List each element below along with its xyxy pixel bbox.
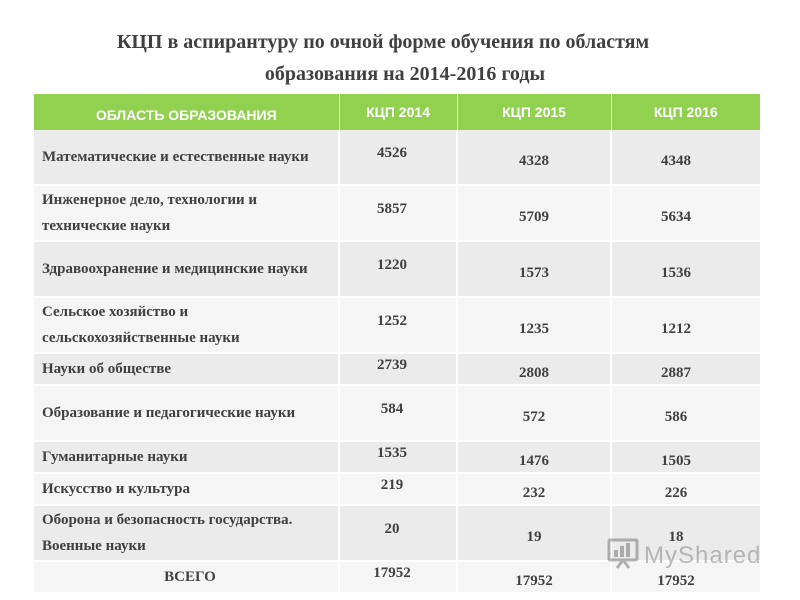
watermark-text: MyShared — [644, 541, 762, 569]
cell-kcp-2015: 1235 — [457, 297, 612, 354]
row-area: Инженерное дело, технологии и технически… — [34, 185, 340, 242]
cell-kcp-2014: 20 — [339, 505, 458, 562]
watermark: MyShared — [606, 536, 761, 575]
table-row: Искусство и культура 219 232 226 — [34, 473, 760, 506]
title-line-2: образования на 2014-2016 годы — [264, 63, 546, 85]
kcp-table: ОБЛАСТЬ ОБРАЗОВАНИЯ КЦП 2014 КЦП 2015 КЦ… — [34, 94, 760, 594]
cell-kcp-2016: 4348 — [611, 130, 760, 186]
table-header-row: ОБЛАСТЬ ОБРАЗОВАНИЯ КЦП 2014 КЦП 2015 КЦ… — [34, 94, 760, 130]
cell-kcp-2014: 1252 — [339, 297, 458, 354]
cell-kcp-2016: 18 — [611, 505, 760, 562]
cell-kcp-2016: 226 — [611, 473, 760, 506]
table-row: Гуманитарные науки 1535 1476 1505 — [34, 441, 760, 474]
table-row: Инженерное дело, технологии и технически… — [34, 185, 760, 242]
table-row: Оборона и безопасность государства. Воен… — [34, 505, 760, 562]
table-row: Здравоохранение и медицинские науки 1220… — [34, 241, 760, 298]
cell-kcp-2015: 232 — [457, 473, 612, 506]
total-kcp-2015: 17952 — [457, 561, 612, 594]
title-line-1: КЦП в аспирантуру по очной форме обучени… — [116, 31, 650, 53]
cell-kcp-2014: 4526 — [339, 130, 458, 186]
page-title: КЦП в аспирантуру по очной форме обучени… — [0, 26, 800, 90]
row-area: Сельское хозяйство и сельскохозяйственны… — [34, 297, 340, 354]
cell-kcp-2015: 2808 — [457, 353, 612, 386]
row-area: Здравоохранение и медицинские науки — [34, 241, 340, 298]
cell-kcp-2014: 2739 — [339, 353, 458, 386]
header-kcp-2015: КЦП 2015 — [457, 94, 612, 130]
table-row: Сельское хозяйство и сельскохозяйственны… — [34, 297, 760, 354]
table-row: Математические и естественные науки 4526… — [34, 130, 760, 186]
cell-kcp-2014: 219 — [339, 473, 458, 506]
total-label: ВСЕГО — [34, 561, 340, 594]
table-total-row: ВСЕГО 17952 17952 17952 — [34, 561, 760, 594]
cell-kcp-2016: 1505 — [611, 441, 760, 474]
cell-kcp-2015: 5709 — [457, 185, 612, 242]
cell-kcp-2016: 1536 — [611, 241, 760, 298]
cell-kcp-2016: 2887 — [611, 353, 760, 386]
cell-kcp-2016: 1212 — [611, 297, 760, 354]
cell-kcp-2014: 584 — [339, 385, 458, 442]
cell-kcp-2014: 1220 — [339, 241, 458, 298]
header-area: ОБЛАСТЬ ОБРАЗОВАНИЯ — [34, 94, 340, 130]
table-row: Образование и педагогические науки 584 5… — [34, 385, 760, 442]
table-row: Науки об обществе 2739 2808 2887 — [34, 353, 760, 386]
cell-kcp-2014: 1535 — [339, 441, 458, 474]
cell-kcp-2015: 1573 — [457, 241, 612, 298]
cell-kcp-2015: 1476 — [457, 441, 612, 474]
row-area: Математические и естественные науки — [34, 130, 340, 186]
header-kcp-2016: КЦП 2016 — [611, 94, 760, 130]
row-area: Науки об обществе — [34, 353, 340, 386]
row-area: Гуманитарные науки — [34, 441, 340, 474]
cell-kcp-2015: 4328 — [457, 130, 612, 186]
row-area: Оборона и безопасность государства. Воен… — [34, 505, 340, 562]
row-area: Искусство и культура — [34, 473, 340, 506]
cell-kcp-2016: 5634 — [611, 185, 760, 242]
total-kcp-2016: 17952 — [611, 561, 760, 594]
presentation-board-icon — [606, 536, 640, 575]
cell-kcp-2015: 572 — [457, 385, 612, 442]
row-area: Образование и педагогические науки — [34, 385, 340, 442]
cell-kcp-2015: 19 — [457, 505, 612, 562]
cell-kcp-2014: 5857 — [339, 185, 458, 242]
cell-kcp-2016: 586 — [611, 385, 760, 442]
header-kcp-2014: КЦП 2014 — [339, 94, 458, 130]
total-kcp-2014: 17952 — [339, 561, 458, 594]
